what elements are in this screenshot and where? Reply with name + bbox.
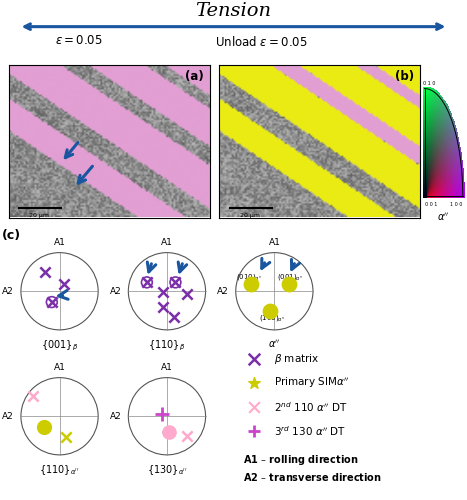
Text: A1: A1 (54, 238, 65, 247)
Text: 20 μm: 20 μm (240, 214, 260, 218)
Text: A1: A1 (54, 363, 65, 372)
Text: 2$^{nd}$ 110 $\alpha^{\prime\prime}$ DT: 2$^{nd}$ 110 $\alpha^{\prime\prime}$ DT (274, 400, 347, 414)
Text: 0 1 0: 0 1 0 (423, 82, 435, 86)
Point (159, 304, 167, 312)
Text: $\alpha^{\prime\prime}$: $\alpha^{\prime\prime}$ (268, 338, 281, 350)
Text: $\mathbf{A2}$ – transverse direction: $\mathbf{A2}$ – transverse direction (243, 472, 382, 484)
Text: $\{001\}_\beta$: $\{001\}_\beta$ (41, 338, 78, 353)
Point (29, 392, 37, 400)
Point (250, 428, 258, 436)
Text: Unload $\varepsilon = 0.05$: Unload $\varepsilon = 0.05$ (215, 34, 308, 48)
Point (172, 278, 179, 286)
Point (183, 290, 191, 298)
Text: A1: A1 (161, 238, 173, 247)
Text: Primary SIM$\alpha^{\prime\prime}$: Primary SIM$\alpha^{\prime\prime}$ (274, 376, 349, 390)
Text: $\varepsilon = 0.05$: $\varepsilon = 0.05$ (56, 34, 103, 48)
Point (165, 428, 173, 436)
Text: 0 0 1: 0 0 1 (425, 202, 437, 207)
Text: A2: A2 (2, 286, 14, 296)
Point (60, 280, 68, 287)
Point (250, 354, 258, 362)
Text: Tension: Tension (196, 2, 271, 20)
Point (143, 278, 150, 286)
Point (159, 410, 166, 418)
Point (250, 403, 258, 411)
Text: (c): (c) (2, 228, 21, 241)
Text: $(010)_{\alpha^{\prime\prime}}$: $(010)_{\alpha^{\prime\prime}}$ (236, 272, 262, 282)
Text: A2: A2 (2, 412, 14, 421)
Point (48, 298, 56, 306)
Text: A2: A2 (110, 412, 121, 421)
Text: $\{110\}_\beta$: $\{110\}_\beta$ (149, 338, 185, 353)
Text: A1: A1 (161, 363, 173, 372)
Point (40, 423, 48, 431)
Text: $\{130\}_{\alpha^{\prime\prime}}$: $\{130\}_{\alpha^{\prime\prime}}$ (147, 464, 187, 477)
Text: $\beta$ matrix: $\beta$ matrix (274, 352, 319, 366)
Text: 20 μm: 20 μm (29, 214, 50, 218)
Point (250, 379, 258, 387)
Text: A2: A2 (217, 286, 229, 296)
Text: $(100)_{\alpha^{\prime\prime}}$: $(100)_{\alpha^{\prime\prime}}$ (259, 312, 285, 322)
Text: $\mathbf{A1}$ – rolling direction: $\mathbf{A1}$ – rolling direction (243, 453, 358, 467)
Text: $\{110\}_{\alpha^{\prime\prime}}$: $\{110\}_{\alpha^{\prime\prime}}$ (39, 464, 80, 477)
Text: $\alpha^{\prime\prime}$: $\alpha^{\prime\prime}$ (438, 212, 450, 224)
Point (285, 280, 293, 287)
Text: A2: A2 (110, 286, 121, 296)
Text: $(001)_{\alpha^{\prime\prime}}$: $(001)_{\alpha^{\prime\prime}}$ (277, 272, 303, 282)
Text: (a): (a) (185, 70, 204, 82)
Point (63, 434, 70, 442)
Text: 3$^{rd}$ 130 $\alpha^{\prime\prime}$ DT: 3$^{rd}$ 130 $\alpha^{\prime\prime}$ DT (274, 424, 346, 438)
Point (266, 306, 274, 314)
Point (41, 268, 49, 276)
Text: 1 0 0: 1 0 0 (450, 202, 462, 207)
Text: A1: A1 (269, 238, 280, 247)
Text: (b): (b) (395, 70, 414, 82)
Point (183, 432, 191, 440)
Point (159, 288, 167, 296)
Point (170, 313, 177, 321)
Point (248, 280, 255, 287)
